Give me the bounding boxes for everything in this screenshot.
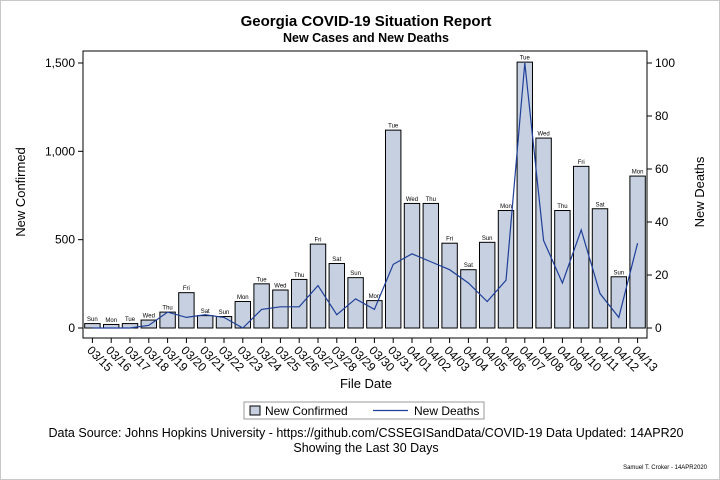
bar-day-label: Mon <box>237 295 249 301</box>
bar <box>272 289 289 329</box>
bar-day-label: Mon <box>500 204 512 210</box>
bar-day-label: Sat <box>464 263 473 269</box>
bar <box>554 210 571 329</box>
deaths-line <box>92 62 639 329</box>
bar <box>140 319 158 329</box>
bar-day-label: Tue <box>520 56 531 62</box>
bar <box>159 311 176 329</box>
bar-day-label: Fri <box>578 160 585 166</box>
y-axis-right: 0 20 40 60 80 100 <box>647 56 675 335</box>
bar <box>516 61 534 329</box>
bar <box>290 278 308 329</box>
bar <box>591 208 609 329</box>
bar <box>403 202 421 329</box>
bar <box>535 137 552 329</box>
legend-entry-confirmed: New Confirmed <box>265 404 348 418</box>
y-tick-label: 1,500 <box>45 56 75 70</box>
bar-day-label: Wed <box>406 197 418 203</box>
chart-subtitle: New Cases and New Deaths <box>283 31 449 45</box>
bar <box>384 129 402 329</box>
y2-tick-label: 100 <box>655 56 675 70</box>
x-axis-label: File Date <box>340 376 392 391</box>
bar-series <box>84 61 646 329</box>
legend-box <box>243 401 485 420</box>
bar <box>610 276 628 329</box>
y-tick-label: 1,000 <box>45 144 75 158</box>
bar <box>196 315 214 329</box>
bar-day-label: Sun <box>350 271 361 277</box>
bar-day-label: Thu <box>294 273 304 279</box>
bar <box>572 165 590 329</box>
bar-day-label: Thu <box>162 306 172 312</box>
legend: New Confirmed New Deaths <box>243 401 485 420</box>
bar-day-label: Fri <box>446 237 453 243</box>
day-labels: Sun Mon Tue Wed Thu Fri Sat Sun Mon Tue Wed Thu Fri S… <box>87 56 643 324</box>
bar <box>84 323 101 329</box>
legend-swatch-bar <box>249 405 261 416</box>
bar-day-label: Sat <box>332 257 341 263</box>
bar <box>215 316 233 329</box>
range-note: Showing the Last 30 Days <box>293 441 438 455</box>
bar-day-label: Thu <box>426 197 436 203</box>
bar-day-label: Sat <box>201 309 210 315</box>
y-axis-label: New Confirmed <box>13 147 28 237</box>
y2-tick-label: 60 <box>655 162 669 176</box>
bar <box>366 300 383 329</box>
bar-day-label: Sun <box>219 310 230 316</box>
y-axis-left: 0 500 1,000 1,500 <box>45 56 83 335</box>
author-credit: Samuel T. Croker - 14APR2020 <box>623 465 708 471</box>
bar <box>178 292 195 329</box>
bar <box>422 202 440 329</box>
bar <box>328 263 346 329</box>
data-source-note: Data Source: Johns Hopkins University - … <box>48 426 683 440</box>
y2-tick-label: 80 <box>655 109 669 123</box>
bar-day-label: Mon <box>105 318 117 324</box>
bar-day-label: Mon <box>632 170 644 176</box>
chart-title: Georgia COVID-19 Situation Report <box>241 13 492 30</box>
bar <box>460 269 477 329</box>
bar <box>234 301 252 329</box>
y-tick-label: 500 <box>55 233 75 247</box>
bar-day-label: Wed <box>537 132 549 138</box>
bar-day-label: Tue <box>125 317 136 323</box>
y2-tick-label: 40 <box>655 215 669 229</box>
y2-tick-label: 0 <box>655 321 662 335</box>
y2-axis-label: New Deaths <box>692 156 707 227</box>
y2-tick-label: 20 <box>655 268 669 282</box>
bar-day-label: Mon <box>369 294 381 300</box>
bar-day-label: Tue <box>388 124 399 130</box>
x-axis: 03/1503/1603/1703/1803/1903/2003/2103/22… <box>84 338 661 375</box>
bar <box>253 283 270 329</box>
bar-day-label: Sun <box>87 317 98 323</box>
bar-day-label: Wed <box>143 314 155 320</box>
bar-day-label: Tue <box>257 277 268 283</box>
legend-entry-deaths: New Deaths <box>414 404 479 418</box>
bar-day-label: Sun <box>613 270 624 276</box>
bar-day-label: Sat <box>595 202 604 208</box>
bar <box>629 175 646 329</box>
bar-day-label: Thu <box>557 204 567 210</box>
bar-day-label: Fri <box>315 238 322 244</box>
bar <box>478 241 496 329</box>
plot-area <box>82 50 648 339</box>
y-tick-label: 0 <box>68 321 75 335</box>
bar <box>441 242 458 329</box>
bar-day-label: Fri <box>183 286 190 292</box>
bar-day-label: Sun <box>482 236 493 242</box>
bar-day-label: Wed <box>274 284 286 290</box>
bar <box>497 210 515 329</box>
line-series <box>92 62 639 329</box>
